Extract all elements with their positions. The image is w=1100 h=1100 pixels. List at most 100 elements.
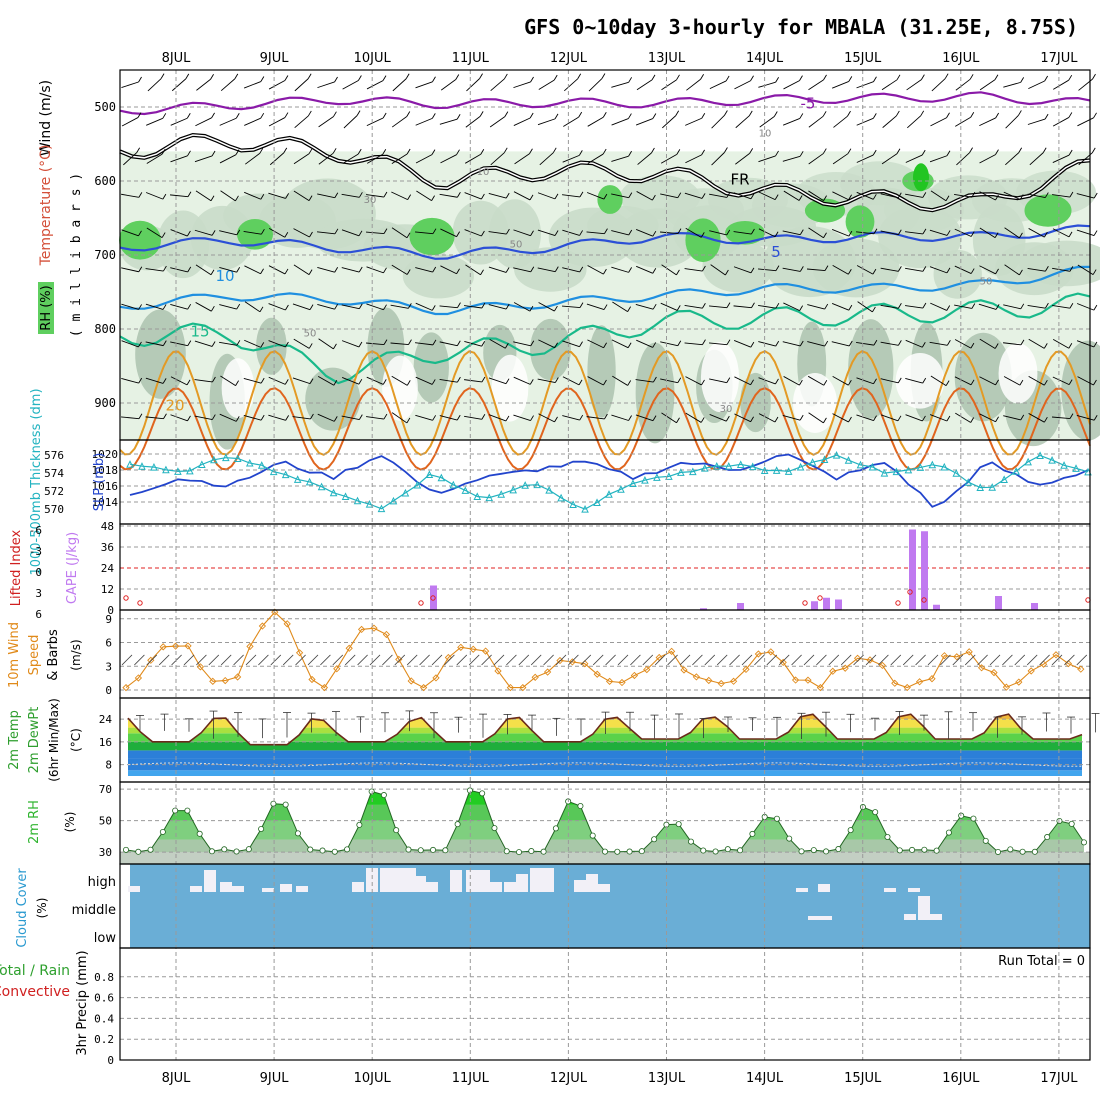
wind-barb <box>964 654 976 666</box>
wind-barb <box>170 303 188 310</box>
wind-barb <box>660 302 678 311</box>
wind-barb-flag <box>481 193 485 200</box>
thickness-marker <box>605 490 613 498</box>
wind-barb <box>513 341 531 347</box>
wind-barb <box>806 268 826 272</box>
wind-barb-flag <box>750 75 754 81</box>
wind-barb <box>195 302 212 312</box>
wind-speed-marker <box>295 649 304 657</box>
wind-speed-marker <box>903 683 911 692</box>
wind-speed-marker <box>940 652 949 660</box>
wind-barb <box>630 654 641 666</box>
wind-barb <box>709 193 727 198</box>
wind-barb <box>145 341 164 347</box>
rh-marker <box>270 800 277 807</box>
wind-barb <box>783 302 800 312</box>
wind-barb <box>562 415 580 421</box>
wind-barb-flag <box>946 112 950 118</box>
rh-marker <box>614 848 621 855</box>
wind-barb <box>431 654 443 666</box>
thickness-marker <box>150 462 158 471</box>
wind-barb-flag <box>1018 147 1023 153</box>
wind-barb <box>684 192 703 199</box>
rh-marker <box>393 827 400 834</box>
cloud-mid-bar <box>904 914 916 920</box>
wind-barb <box>391 227 408 239</box>
wind-barb-flag <box>995 194 999 201</box>
wind-barb <box>588 78 603 92</box>
wind-barb <box>146 117 163 126</box>
y-axis-2m-temp: 2m Temp <box>7 710 22 770</box>
wind-barb <box>978 303 997 310</box>
wind-barb-flag <box>897 415 902 422</box>
wind-barb-flag <box>1068 112 1073 118</box>
wind-barb-flag <box>1044 192 1049 198</box>
thickness-marker <box>257 461 266 469</box>
wind-barb <box>679 654 691 666</box>
wind-barb <box>365 231 385 235</box>
wind-barb-flag <box>236 266 241 273</box>
wind-barb-flag <box>456 231 461 237</box>
wind-barb-flag <box>995 416 999 423</box>
wind-barb-flag <box>1068 343 1073 349</box>
thickness-marker <box>808 458 817 466</box>
wind-barb <box>929 414 948 422</box>
rh-marker <box>835 846 842 853</box>
thickness-marker <box>1072 464 1080 472</box>
rh-marker <box>724 846 731 853</box>
wind-barb <box>930 117 947 127</box>
thickness-marker <box>1012 467 1020 475</box>
wind-speed-marker <box>196 663 205 671</box>
cloud-mid-bar <box>820 916 832 920</box>
wind-barb-flag <box>236 340 241 346</box>
wind-barb-flag <box>603 304 608 310</box>
rh-marker <box>368 788 375 795</box>
wind-barb <box>856 265 874 275</box>
y-axis-speed: Speed <box>27 635 42 676</box>
wind-barb <box>617 654 629 666</box>
wind-speed-marker <box>370 624 378 632</box>
thickness-marker <box>305 477 314 486</box>
wind-barb-flag <box>357 148 362 155</box>
wind-barb <box>636 265 653 274</box>
wind-barb-flag <box>726 302 731 308</box>
wind-barb <box>258 654 269 666</box>
wind-barb <box>195 117 212 127</box>
wind-barb <box>489 116 506 128</box>
wind-barb <box>979 338 996 349</box>
wind-barb-flag <box>211 150 216 157</box>
wind-barb <box>783 190 800 201</box>
cloud-high-bar <box>280 884 292 892</box>
wind-barb <box>464 192 482 200</box>
wind-barb-flag <box>408 339 412 345</box>
wind-barb-flag <box>848 76 853 82</box>
wind-barb <box>268 376 286 385</box>
wind-barb <box>735 152 750 165</box>
rh-marker <box>786 835 793 842</box>
wind-barb <box>1076 340 1095 348</box>
wind-barb <box>220 78 236 92</box>
wind-speed-marker <box>953 653 961 661</box>
wind-barb <box>711 152 725 166</box>
wind-speed-marker <box>519 683 527 692</box>
wind-barb <box>562 340 580 348</box>
wind-barb-flag <box>822 148 827 154</box>
wind-barb <box>856 414 874 422</box>
wind-barb-flag <box>1068 379 1073 385</box>
wind-barb <box>832 376 849 386</box>
wind-barb <box>979 227 996 238</box>
wind-barb <box>1004 264 1020 276</box>
wind-speed-marker <box>630 671 639 680</box>
wind-barb <box>562 154 580 163</box>
wind-barb-flag <box>138 76 142 83</box>
wind-speed-marker <box>122 683 130 692</box>
wind-barb-flag <box>994 232 999 238</box>
wind-barb-flag <box>628 415 632 421</box>
wind-barb-flag <box>970 342 975 349</box>
rh-shade-dark <box>413 332 449 403</box>
wind-barb <box>929 341 948 346</box>
wind-barb <box>292 416 311 420</box>
wind-barb-flag <box>946 415 951 422</box>
cloud-level-high: high <box>88 875 116 890</box>
wind-speed-marker <box>605 677 614 686</box>
